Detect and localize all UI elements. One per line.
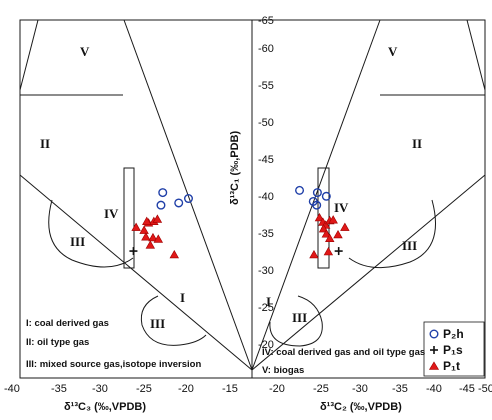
left-x-axis-label: δ¹³C₃ (‰,VPDB) [64, 401, 146, 413]
data-point-p2h [156, 200, 166, 210]
right-main-diagonal [251, 19, 381, 371]
data-point-p2h [312, 200, 322, 210]
zone-label-right-iv: IV [334, 200, 349, 215]
left-iii-lobe [48, 199, 134, 268]
left-iv-box [123, 167, 135, 269]
left-x-tick-label: -40 [4, 383, 20, 395]
data-point-p1s [334, 247, 343, 256]
zone-label-left-v: V [80, 44, 90, 59]
right-x-tick-label: -25 [313, 383, 329, 395]
data-point-p1t [321, 229, 332, 238]
annotation-zone-iv: IV: coal derived gas and oil type gas [262, 347, 425, 358]
data-point-p1t [153, 234, 164, 243]
data-points [129, 185, 350, 259]
right-x-tick-labels: -20 -25 -30 -35 -40 -45 -50 [269, 383, 492, 395]
data-point-p1t [328, 215, 338, 224]
legend-label-p1t: P₁t [443, 359, 460, 373]
left-iii-inversion [140, 295, 207, 346]
data-point-p1t [309, 249, 319, 259]
y-tick-label: -30 [258, 265, 274, 277]
data-point-p1s [129, 247, 138, 256]
right-diagonal-outer [466, 19, 486, 91]
y-tick-label: -35 [258, 228, 274, 240]
right-x-tick-label: -30 [352, 383, 368, 395]
y-tick-label: -50 [258, 117, 274, 129]
right-x-tick-label: -35 [392, 383, 408, 395]
right-zone-boundaries [251, 19, 486, 371]
data-point-p2h [321, 191, 331, 201]
annotation-zone-v: V: biogas [262, 365, 304, 376]
legend-label-p1s: P₁s [443, 343, 463, 357]
data-point-p1t [333, 229, 343, 239]
left-x-tick-label: -15 [222, 383, 238, 395]
y-tick-label: -25 [258, 302, 274, 314]
zone-label-left-iv: IV [104, 206, 119, 221]
data-point-p1t [314, 212, 325, 222]
data-point-p2h [174, 198, 184, 208]
y-axis-label: δ¹³C₁ (‰,PDB) [229, 131, 241, 205]
right-x-axis-label: δ¹³C₂ (‰,VPDB) [320, 401, 402, 413]
right-x-tick-label: -40 [426, 383, 442, 395]
left-x-tick-label: -30 [92, 383, 108, 395]
right-iii-lobe [348, 199, 436, 269]
y-tick-labels: -65 -60 -55 -50 -45 -40 -35 -30 -25 -20 [258, 15, 274, 351]
data-point-p2h [295, 185, 305, 195]
legend-marker-p1s [430, 346, 438, 354]
zone-label-left-ii: II [40, 136, 50, 151]
legend: P₂h P₁s P₁t [423, 321, 485, 377]
zone-label-right-iii: III [402, 238, 417, 253]
y-tick-label: -55 [258, 80, 274, 92]
annotation-zone-ii: II: oil type gas [26, 337, 89, 348]
left-diagonal-outer [19, 19, 39, 91]
left-x-tick-label: -25 [136, 383, 152, 395]
zone-label-left-iii-inversion: III [150, 316, 165, 331]
data-point-p1t [323, 246, 334, 256]
annotation-zone-i: I: coal derived gas [26, 318, 109, 329]
data-point-p1t [152, 214, 163, 223]
legend-marker-p2h [429, 329, 439, 339]
data-point-p2h [183, 194, 193, 204]
data-point-p1t [325, 233, 335, 242]
data-point-p2h [312, 188, 322, 198]
left-x-tick-label: -35 [51, 383, 67, 395]
zone-label-right-ii: II [412, 136, 422, 151]
left-lower-diagonal [19, 174, 253, 371]
y-tick-label: -60 [258, 43, 274, 55]
annotations: I: coal derived gas II: oil type gas III… [26, 318, 425, 376]
data-point-p1t [318, 224, 329, 233]
data-point-p1t [141, 232, 151, 241]
y-tick-label: -20 [258, 339, 274, 351]
zone-label-right-iii-inversion: III [292, 310, 307, 325]
y-tick-label: -65 [258, 15, 274, 27]
zone-labels: V II IV III I III V II IV III I III [40, 44, 422, 331]
right-lower-diagonal [251, 174, 486, 371]
right-iii-inversion [269, 295, 323, 347]
left-x-tick-label: -20 [178, 383, 194, 395]
y-tick-label: -40 [258, 191, 274, 203]
legend-label-p2h: P₂h [443, 327, 464, 341]
right-x-tick-label: -45 [459, 383, 475, 395]
data-point-p1t [148, 232, 158, 242]
legend-marker-p1t [428, 361, 440, 370]
data-point-p1t [145, 240, 156, 249]
zone-label-right-v: V [388, 44, 398, 59]
legend-box [423, 321, 485, 377]
zone-label-right-i: I [266, 294, 271, 309]
data-point-p1t [131, 222, 141, 231]
data-point-p1t [142, 216, 152, 225]
data-point-p1t [340, 222, 350, 231]
data-point-p1t [169, 249, 179, 259]
zone-label-left-iii: III [70, 234, 85, 249]
zone-label-left-i: I [180, 290, 185, 305]
data-point-p2h [158, 188, 168, 198]
right-x-tick-label: -20 [269, 383, 285, 395]
left-x-tick-labels: -40 -35 -30 -25 -20 -15 [4, 383, 238, 395]
data-point-p1t [139, 225, 149, 234]
right-x-tick-label: -50 [478, 383, 492, 395]
annotation-zone-iii: III: mixed source gas,isotope inversion [26, 359, 201, 370]
y-tick-label: -45 [258, 154, 274, 166]
